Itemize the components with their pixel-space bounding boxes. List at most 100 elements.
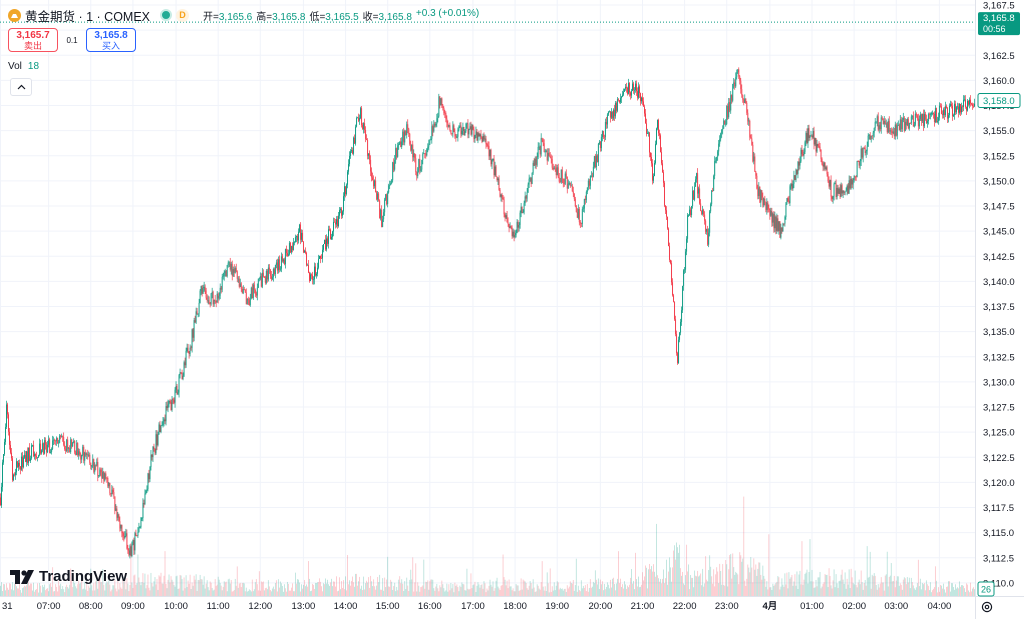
volume-bar bbox=[535, 591, 537, 596]
candle-body bbox=[483, 135, 485, 140]
volume-bar bbox=[837, 587, 839, 596]
market-open-status-icon[interactable] bbox=[160, 9, 173, 21]
candle-body bbox=[127, 548, 129, 551]
candle-body bbox=[965, 99, 966, 107]
volume-bar bbox=[519, 590, 521, 596]
volume-bar bbox=[79, 583, 81, 596]
candle-body bbox=[707, 228, 709, 245]
volume-bar bbox=[929, 582, 931, 596]
candle-body bbox=[815, 138, 817, 152]
volume-bar bbox=[134, 574, 136, 596]
symbol-title[interactable]: 黄金期货 · 1 · COMEX bbox=[25, 9, 151, 24]
volume-bar bbox=[914, 589, 916, 596]
candle-body bbox=[243, 289, 245, 290]
candle-body bbox=[461, 130, 463, 135]
buy-button[interactable]: 3,165.8 买入 bbox=[86, 28, 136, 52]
volume-bar bbox=[741, 561, 743, 596]
candle-body bbox=[14, 474, 15, 476]
volume-bar bbox=[382, 578, 384, 596]
collapse-legend-button[interactable] bbox=[10, 78, 32, 96]
candle-body bbox=[44, 440, 46, 454]
y-tick-label: 3,147.5 bbox=[983, 202, 1015, 213]
volume-bar bbox=[479, 587, 481, 596]
volume-bar bbox=[771, 589, 773, 596]
volume-bar bbox=[254, 582, 256, 596]
candle-body bbox=[472, 124, 474, 130]
volume-bar bbox=[782, 584, 784, 596]
x-tick-label: 18:00 bbox=[503, 601, 527, 612]
volume-bar bbox=[294, 591, 295, 596]
volume-bar bbox=[868, 576, 870, 596]
candle-body bbox=[899, 119, 901, 131]
volume-bar bbox=[328, 584, 329, 596]
candle-body bbox=[770, 210, 772, 216]
volume-bar bbox=[180, 575, 182, 596]
candle-body bbox=[781, 227, 783, 232]
candle-body bbox=[690, 209, 692, 215]
candle-body bbox=[176, 385, 178, 394]
volume-bar bbox=[307, 586, 308, 596]
volume-bar bbox=[828, 568, 830, 596]
volume-bar bbox=[912, 585, 914, 596]
volume-bar bbox=[815, 579, 817, 596]
settings-gear-icon[interactable] bbox=[980, 600, 994, 614]
candle-body bbox=[493, 158, 495, 176]
candle-body bbox=[242, 289, 244, 294]
sell-button[interactable]: 3,165.7 卖出 bbox=[8, 28, 58, 52]
volume-bar bbox=[869, 551, 871, 596]
candle-body bbox=[319, 255, 320, 259]
volume-bar bbox=[949, 581, 950, 596]
volume-bar bbox=[0, 585, 1, 596]
volume-bar bbox=[788, 572, 790, 596]
volume-bar bbox=[238, 583, 240, 596]
volume-bar bbox=[947, 586, 948, 596]
volume-bar bbox=[368, 577, 370, 596]
volume-bar bbox=[715, 574, 717, 596]
candle-body bbox=[786, 198, 788, 204]
volume-bar bbox=[11, 589, 12, 596]
volume-bar bbox=[355, 573, 356, 596]
volume-bar bbox=[533, 587, 535, 596]
candle-body bbox=[745, 98, 747, 103]
volume-bar bbox=[87, 591, 89, 596]
candle-body bbox=[751, 138, 753, 145]
volume-bar bbox=[903, 577, 905, 596]
candle-body bbox=[337, 219, 338, 227]
candle-body bbox=[314, 266, 315, 280]
volume-bar bbox=[151, 583, 153, 596]
candle-body bbox=[62, 436, 64, 438]
volume-bar bbox=[439, 585, 441, 596]
y-tick-label: 3,160.0 bbox=[983, 76, 1015, 87]
volume-bar bbox=[184, 588, 186, 596]
volume-bar bbox=[963, 585, 964, 596]
candle-body bbox=[614, 102, 616, 117]
volume-bar bbox=[805, 572, 807, 596]
volume-bar bbox=[115, 588, 117, 596]
candle-body bbox=[104, 473, 106, 481]
candle-body bbox=[656, 128, 657, 145]
delayed-data-badge[interactable]: D bbox=[176, 8, 190, 22]
candle-body bbox=[821, 159, 823, 165]
candle-body bbox=[330, 229, 331, 240]
volume-bar bbox=[398, 579, 400, 596]
volume-bar bbox=[215, 585, 217, 596]
candle-body bbox=[480, 134, 482, 138]
volume-bar bbox=[443, 588, 445, 596]
candle-body bbox=[233, 269, 235, 273]
candle-body bbox=[223, 273, 225, 277]
candle-body bbox=[140, 518, 142, 528]
volume-bar bbox=[116, 591, 118, 596]
candle-body bbox=[742, 95, 744, 100]
tradingview-logo[interactable]: TradingView bbox=[10, 568, 127, 585]
candle-body bbox=[732, 83, 734, 101]
candle-body bbox=[799, 161, 801, 166]
volume-bar bbox=[406, 577, 408, 596]
volume-bar bbox=[149, 590, 151, 596]
volume-bar bbox=[504, 579, 506, 596]
candle-body bbox=[449, 125, 451, 130]
candle-body bbox=[35, 453, 37, 457]
candle-body bbox=[94, 465, 96, 472]
volume-bar bbox=[841, 569, 843, 596]
volume-bar bbox=[907, 582, 909, 596]
